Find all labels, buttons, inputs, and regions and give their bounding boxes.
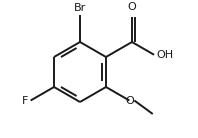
Text: F: F (22, 95, 29, 105)
Text: OH: OH (156, 50, 173, 60)
Text: O: O (128, 2, 136, 13)
Text: O: O (125, 95, 134, 105)
Text: Br: Br (74, 3, 86, 13)
